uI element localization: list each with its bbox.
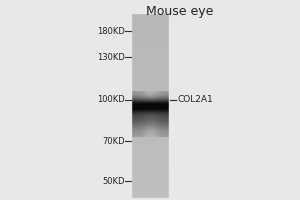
Text: COL2A1: COL2A1: [177, 96, 213, 104]
Text: 180KD: 180KD: [97, 26, 124, 36]
Text: 50KD: 50KD: [102, 176, 124, 186]
Bar: [169, 0, 300, 200]
Bar: [0, 0, 300, 13]
Bar: [0, 198, 300, 200]
Text: 130KD: 130KD: [97, 52, 124, 62]
Text: Mouse eye: Mouse eye: [146, 5, 214, 18]
Bar: [0, 0, 130, 200]
Text: 100KD: 100KD: [97, 96, 124, 104]
Text: 70KD: 70KD: [102, 136, 124, 146]
